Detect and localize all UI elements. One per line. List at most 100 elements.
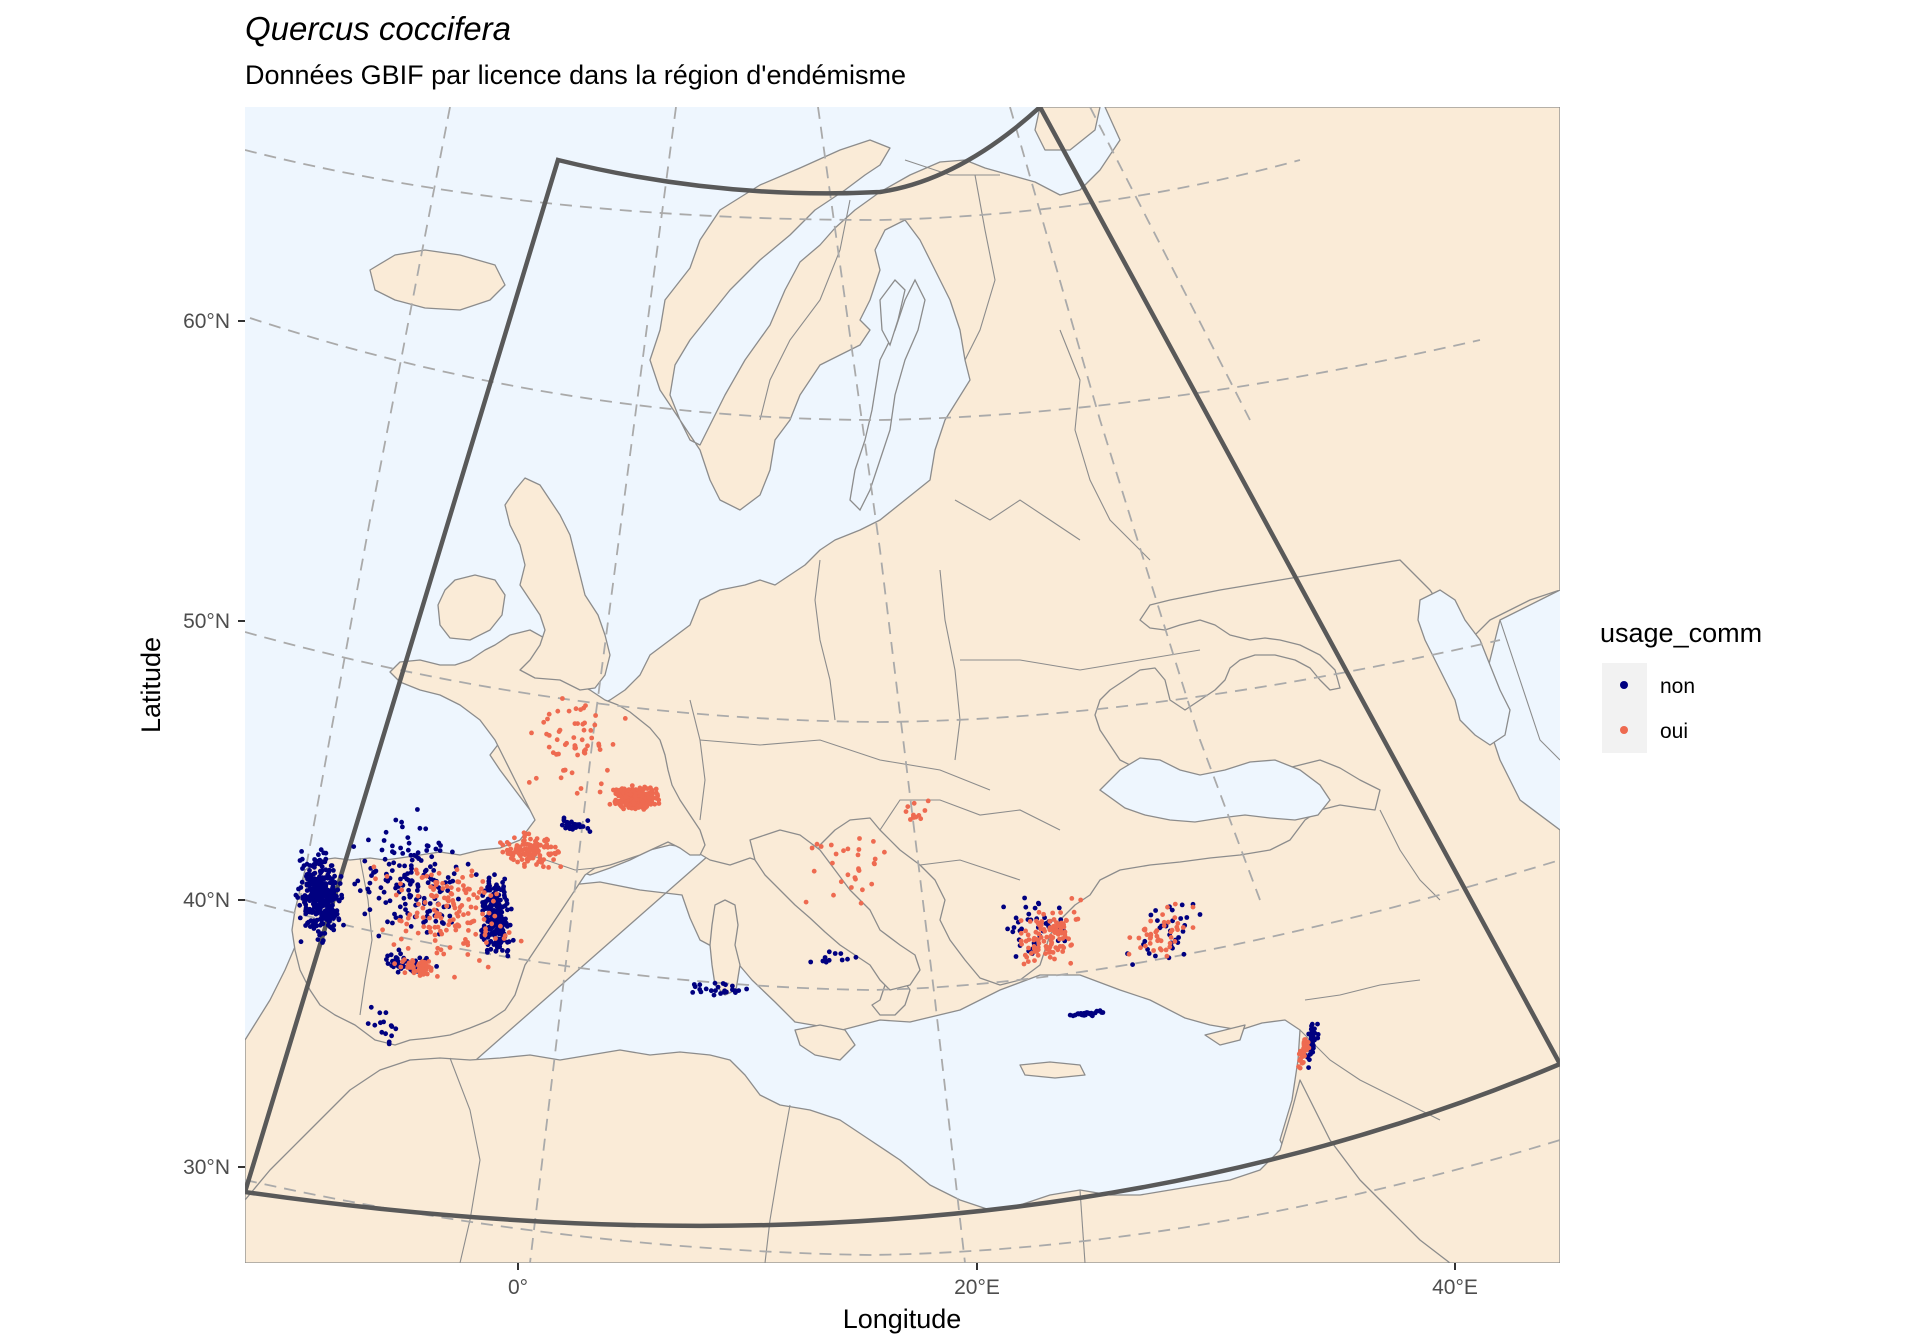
occurrence-point-oui (1051, 923, 1056, 929)
occurrence-point-oui (588, 728, 594, 733)
occurrence-point-non (1181, 951, 1187, 957)
occurrence-point-oui (531, 849, 537, 854)
occurrence-point-oui (830, 860, 835, 866)
occurrence-point-oui (1066, 936, 1071, 942)
occurrence-point-oui (1148, 932, 1154, 938)
occurrence-point-oui (646, 795, 652, 800)
occurrence-point-non (331, 914, 337, 920)
occurrence-point-oui (465, 940, 470, 945)
occurrence-point-oui (402, 957, 407, 962)
occurrence-point-non (486, 875, 492, 881)
occurrence-point-non (445, 875, 451, 880)
occurrence-point-non (406, 877, 411, 883)
occurrence-point-oui (515, 859, 520, 865)
occurrence-point-oui (1050, 950, 1056, 955)
occurrence-point-oui (1047, 954, 1053, 960)
graticule-lat-50 (245, 631, 1501, 723)
occurrence-point-non (500, 928, 506, 934)
occurrence-point-oui (1028, 951, 1034, 956)
occurrence-point-oui (1299, 1060, 1305, 1066)
occurrence-point-oui (537, 856, 543, 861)
occurrence-point-non (341, 922, 346, 928)
occurrence-point-oui (831, 892, 836, 898)
occurrence-point-non (376, 933, 382, 939)
occurrence-point-oui (512, 835, 517, 841)
occurrence-point-non (399, 819, 404, 825)
occurrence-point-non (389, 868, 395, 873)
occurrence-point-non (312, 870, 318, 876)
occurrence-point-non (485, 950, 490, 955)
occurrence-point-non (703, 986, 709, 992)
occurrence-point-oui (1158, 947, 1164, 953)
occurrence-point-oui (544, 731, 549, 737)
occurrence-point-non (451, 871, 457, 877)
occurrence-point-oui (452, 905, 458, 911)
occurrence-point-non (386, 861, 392, 867)
occurrence-point-non (722, 989, 727, 995)
occurrence-point-oui (426, 959, 432, 964)
occurrence-point-non (427, 908, 433, 914)
occurrence-point-oui (556, 849, 561, 855)
occurrence-point-oui (415, 930, 421, 936)
graticule-lon-minus-10 (299, 107, 451, 901)
occurrence-point-oui (522, 834, 527, 840)
occurrence-point-oui (849, 885, 854, 890)
occurrence-point-non (323, 856, 329, 862)
border-central (699, 739, 991, 791)
occurrence-point-oui (455, 922, 460, 928)
y-tick-label-30: 30°N (183, 1156, 230, 1179)
occurrence-point-non (496, 902, 502, 907)
occurrence-point-oui (516, 844, 522, 850)
occurrence-point-non (304, 861, 310, 867)
occurrence-point-non (383, 1031, 388, 1037)
occurrence-point-oui (371, 864, 377, 870)
occurrence-point-oui (419, 959, 425, 964)
occurrence-point-non (384, 957, 389, 962)
occurrence-point-non (387, 898, 393, 904)
occurrence-point-oui (1138, 945, 1143, 951)
graticule-lat-30 (245, 1139, 1560, 1256)
occurrence-point-non (1315, 1021, 1320, 1027)
occurrence-point-non (418, 858, 424, 863)
occurrence-point-non (397, 904, 403, 910)
occurrence-point-oui (414, 914, 419, 919)
occurrence-point-oui (498, 923, 503, 929)
occurrence-point-oui (481, 890, 487, 895)
occurrence-point-non (1306, 1065, 1311, 1070)
occurrence-point-non (395, 969, 401, 975)
occurrence-point-oui (380, 927, 385, 933)
occurrence-point-oui (579, 737, 585, 743)
occurrence-point-oui (541, 864, 546, 870)
occurrence-point-oui (402, 970, 408, 976)
occurrence-point-non (429, 854, 435, 860)
occurrence-point-oui (856, 866, 861, 871)
occurrence-point-oui (471, 892, 477, 898)
occurrence-point-oui (1055, 931, 1060, 936)
border-norway-sweden (759, 199, 851, 421)
occurrence-point-oui (420, 967, 426, 972)
occurrence-point-non (1148, 912, 1154, 918)
occurrence-point-non (1176, 935, 1181, 940)
occurrence-point-oui (546, 711, 552, 717)
occurrence-point-oui (571, 735, 577, 740)
border-germany-poland (814, 559, 836, 721)
occurrence-point-oui (439, 931, 445, 937)
legend-label-non: non (1660, 675, 1695, 698)
occurrence-point-oui (597, 747, 603, 752)
occurrence-point-oui (1163, 947, 1169, 953)
occurrence-point-oui (578, 786, 584, 791)
occurrence-point-non (339, 895, 345, 901)
map-panel (245, 107, 1560, 1263)
legend-title: usage_comm (1600, 618, 1762, 648)
occurrence-point-non (327, 875, 333, 881)
baltic-sea (849, 278, 926, 512)
border-algeria-morocco (449, 1057, 481, 1263)
occurrence-point-non (571, 823, 576, 828)
occurrence-point-oui (1038, 920, 1044, 926)
border-middle-east (1299, 1029, 1441, 1121)
occurrence-point-oui (444, 903, 450, 909)
land-sicily (794, 1024, 856, 1061)
occurrence-point-oui (501, 936, 507, 941)
occurrence-point-oui (841, 848, 846, 854)
occurrence-point-oui (575, 752, 580, 758)
